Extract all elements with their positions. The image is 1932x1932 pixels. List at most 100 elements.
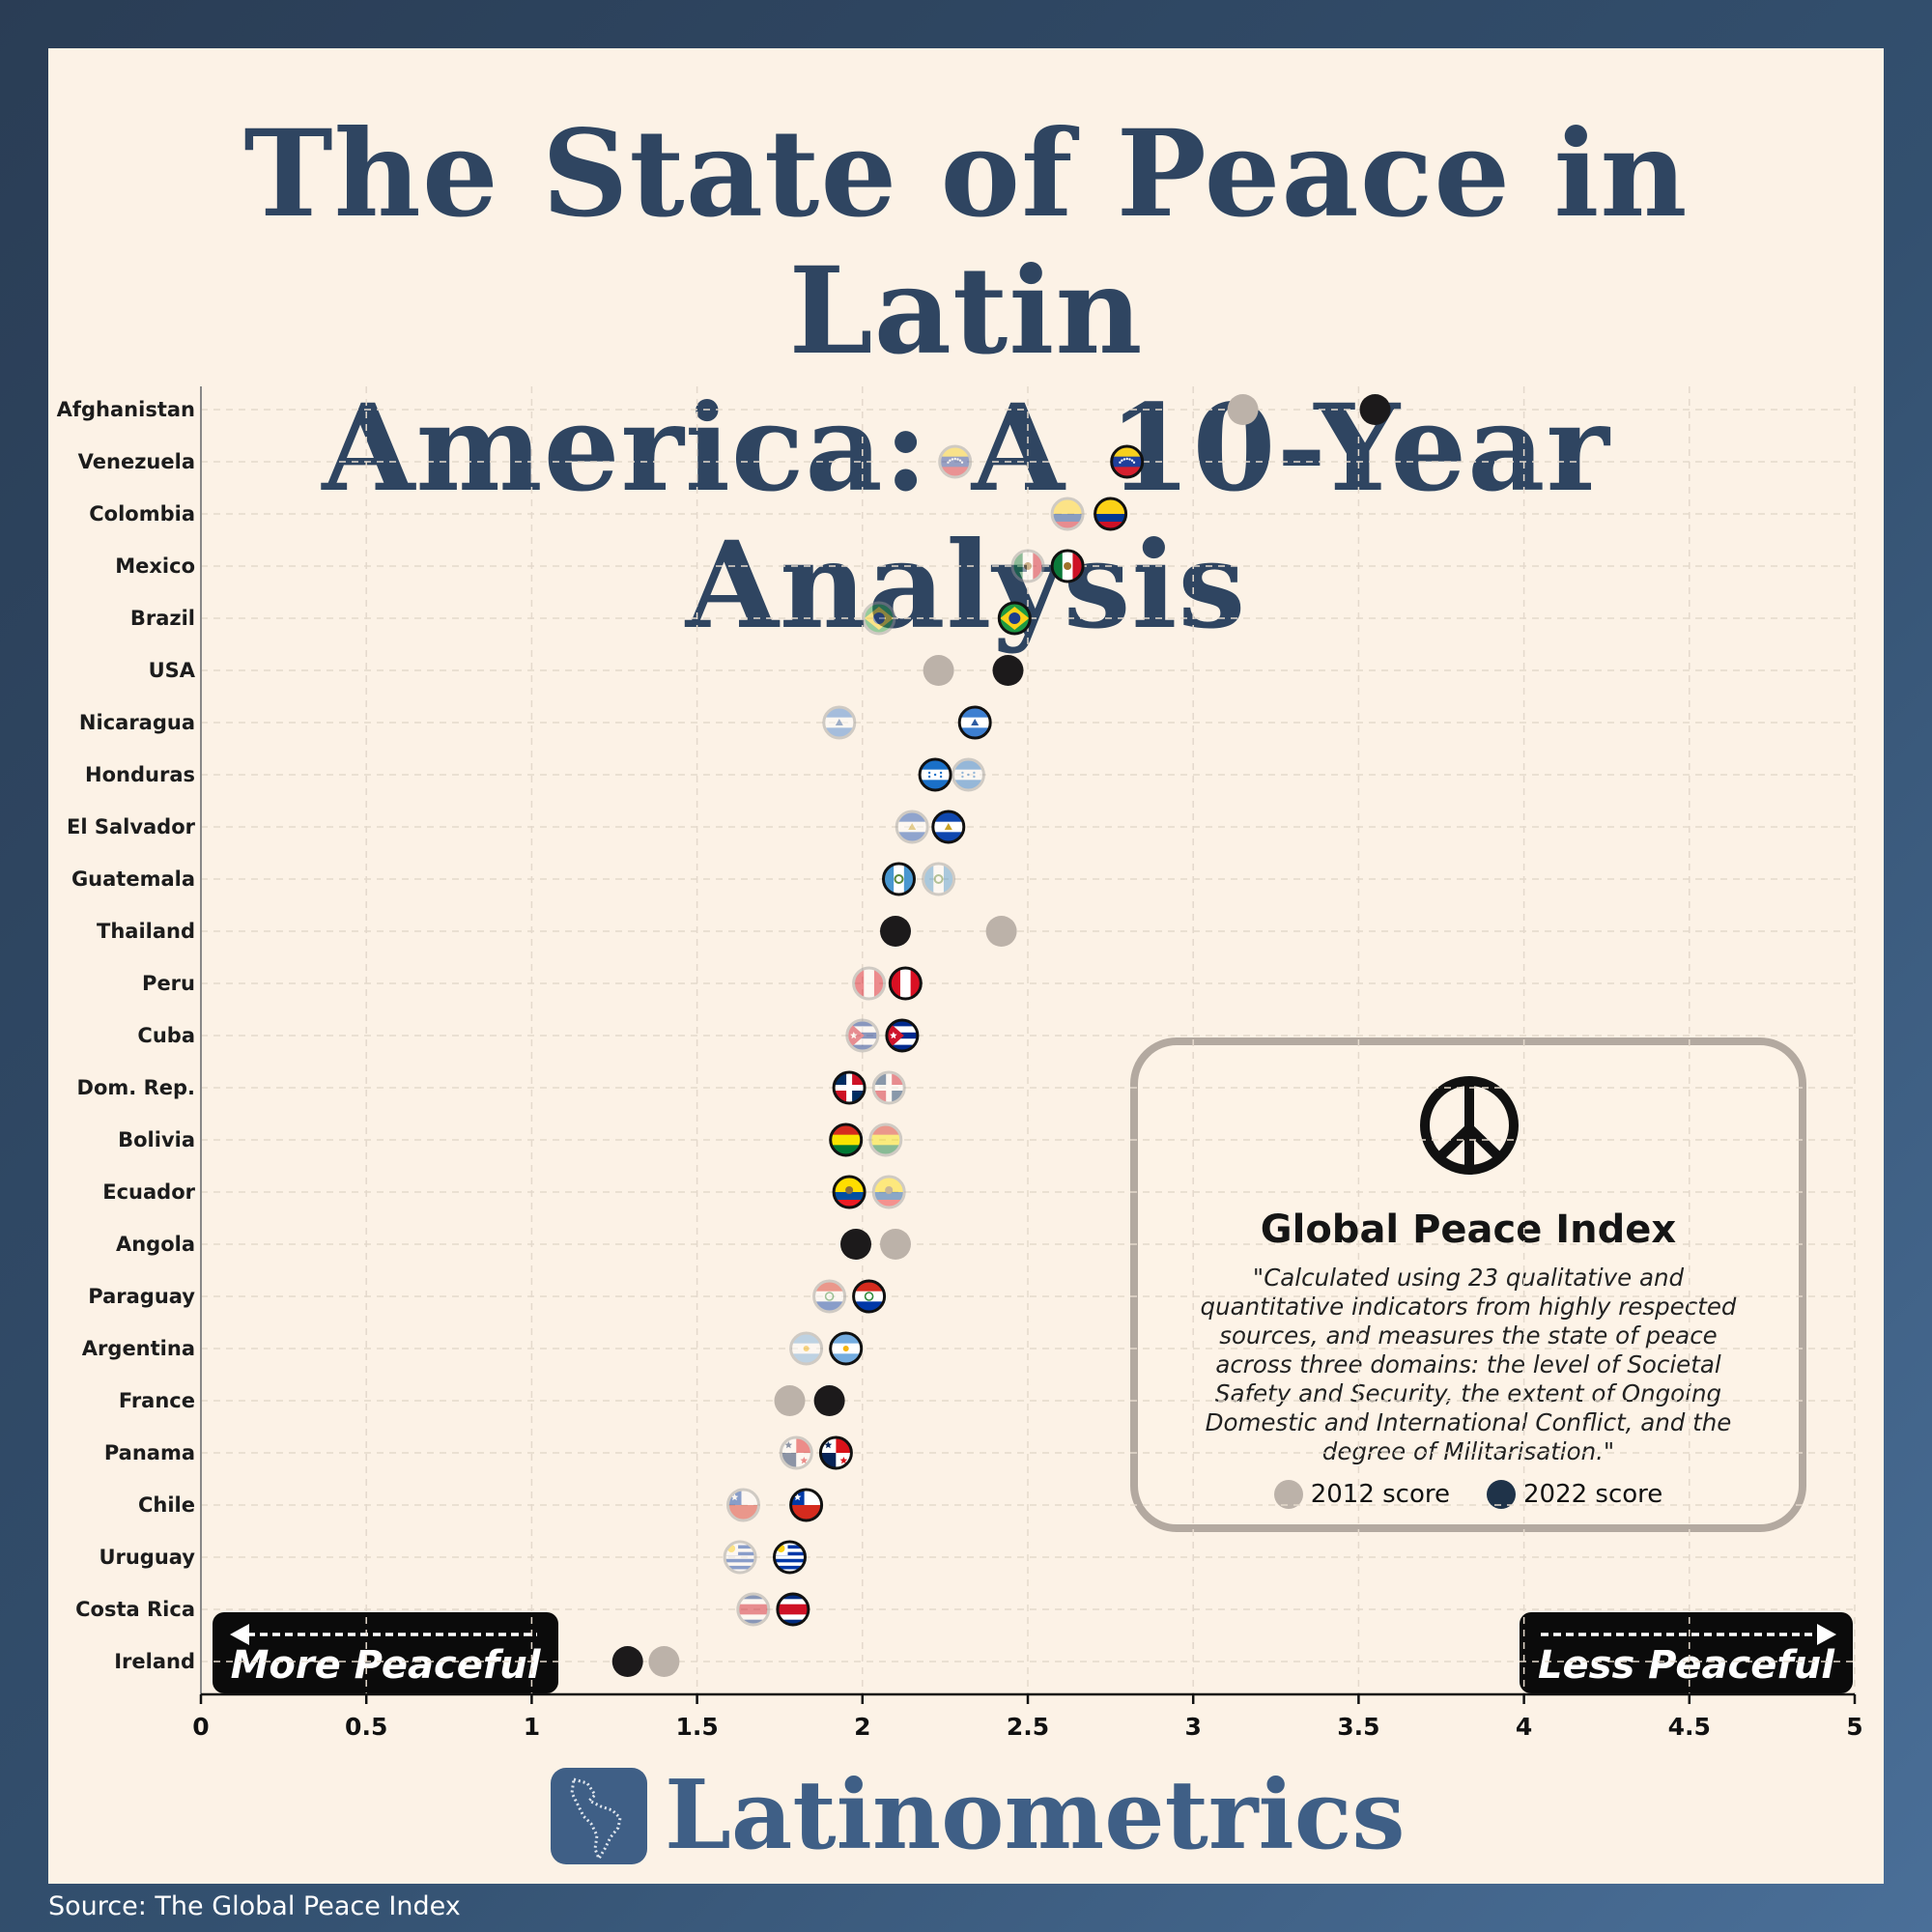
- point-2022-bolivia: [829, 1122, 864, 1157]
- country-label: USA: [149, 659, 196, 682]
- country-label: Colombia: [89, 502, 195, 526]
- point-2012-angola: [880, 1229, 911, 1260]
- legend-item-2022: 2022 score: [1487, 1480, 1662, 1509]
- country-label: Angola: [116, 1233, 195, 1256]
- brand-name: Latinometrics: [665, 1760, 1406, 1871]
- more-peaceful-label: More Peaceful: [230, 1643, 541, 1688]
- point-2012-dom-rep-: [871, 1070, 906, 1105]
- grid: [201, 386, 1856, 1694]
- less-peaceful-badge: Less Peaceful: [1520, 1612, 1853, 1693]
- point-2012-thailand: [985, 916, 1017, 947]
- point-2012-el-salvador: [895, 810, 929, 844]
- info-description: "Calculated using 23 qualitative and qua…: [1200, 1264, 1737, 1465]
- point-2012-mexico: [1010, 549, 1045, 583]
- country-label: Argentina: [82, 1337, 195, 1360]
- point-2022-ecuador: [832, 1175, 867, 1209]
- data-points: [611, 394, 1391, 1677]
- point-2012-ireland: [648, 1646, 680, 1677]
- x-tick-label: 2: [854, 1713, 870, 1741]
- point-2022-thailand: [880, 916, 911, 947]
- country-label: Peru: [142, 972, 195, 995]
- point-2012-cuba: [845, 1018, 880, 1053]
- point-2022-costa-rica: [776, 1592, 810, 1627]
- country-label: Costa Rica: [75, 1598, 195, 1621]
- point-2012-colombia: [1050, 497, 1085, 531]
- point-2012-peru: [852, 966, 887, 1001]
- x-tick-label: 4.5: [1668, 1713, 1711, 1741]
- source-note: Source: The Global Peace Index: [48, 1891, 461, 1921]
- point-2022-afghanistan: [1359, 394, 1391, 425]
- country-label: Nicaragua: [79, 711, 195, 734]
- title-line-2: America: A 10-Year Analysis: [322, 379, 1610, 656]
- point-2022-el-salvador: [931, 810, 966, 844]
- point-2022-angola: [840, 1229, 871, 1260]
- point-2012-afghanistan: [1227, 394, 1259, 425]
- point-2012-nicaragua: [822, 705, 857, 740]
- info-box: Global Peace Index "Calculated using 23 …: [1130, 1037, 1806, 1532]
- less-peaceful-label: Less Peaceful: [1538, 1643, 1834, 1688]
- country-label: Honduras: [85, 763, 195, 786]
- country-label: El Salvador: [67, 815, 196, 838]
- latin-america-map-icon: [551, 1768, 647, 1864]
- point-2022-guatemala: [882, 862, 916, 896]
- point-2012-usa: [923, 655, 954, 686]
- point-2012-argentina: [789, 1331, 824, 1366]
- point-2022-uruguay: [773, 1540, 807, 1575]
- legend-label-2012: 2012 score: [1310, 1480, 1450, 1509]
- x-tick-label: 5: [1846, 1713, 1862, 1741]
- point-2022-paraguay: [852, 1279, 887, 1314]
- country-label: Guatemala: [71, 867, 195, 891]
- point-2012-ecuador: [871, 1175, 906, 1209]
- point-2022-honduras: [918, 757, 952, 792]
- right-arrow-icon: [1541, 1624, 1836, 1645]
- country-label: Mexico: [115, 554, 195, 578]
- left-arrow-icon: [230, 1624, 537, 1645]
- point-2022-mexico: [1050, 549, 1085, 583]
- point-2022-peru: [888, 966, 923, 1001]
- point-2022-nicaragua: [957, 705, 992, 740]
- point-2022-colombia: [1094, 497, 1128, 531]
- x-tick-label: 4: [1516, 1713, 1532, 1741]
- point-2022-cuba: [885, 1018, 920, 1053]
- country-label: Venezuela: [78, 450, 195, 473]
- point-2012-uruguay: [723, 1540, 757, 1575]
- x-tick-label: 0.5: [345, 1713, 387, 1741]
- point-2022-argentina: [829, 1331, 864, 1366]
- point-2022-ireland: [611, 1646, 643, 1677]
- peace-icon: [1420, 1076, 1519, 1175]
- country-label: Thailand: [97, 920, 195, 943]
- point-2012-honduras: [951, 757, 985, 792]
- point-2022-panama: [818, 1435, 853, 1470]
- point-2012-france: [774, 1385, 806, 1416]
- point-2012-venezuela: [938, 444, 973, 479]
- x-tick-label: 1: [524, 1713, 540, 1741]
- point-2022-usa: [992, 655, 1024, 686]
- point-2012-guatemala: [922, 862, 956, 896]
- country-label: Afghanistan: [57, 398, 195, 421]
- point-2012-costa-rica: [736, 1592, 771, 1627]
- dot-chart: 0 0.5 1 1.5 2 2.5 3 3.5 4 4.5 5 Afghanistan Venezue…: [57, 386, 1863, 1741]
- x-tick-label: 3.5: [1337, 1713, 1379, 1741]
- point-2012-chile: [726, 1488, 760, 1522]
- brand: Latinometrics: [551, 1760, 1420, 1871]
- x-tick-label: 0: [192, 1713, 209, 1741]
- country-labels: Afghanistan Venezuela Colombia Mexico Brazil…: [57, 398, 196, 1673]
- country-label: Ecuador: [102, 1180, 195, 1204]
- info-title: Global Peace Index: [1260, 1208, 1677, 1252]
- country-label: Uruguay: [99, 1546, 195, 1569]
- legend-item-2012: 2012 score: [1273, 1480, 1450, 1509]
- legend-dot-2012: [1273, 1480, 1303, 1509]
- legend-label-2022: 2022 score: [1523, 1480, 1663, 1509]
- country-label: Brazil: [130, 607, 195, 630]
- country-label: Bolivia: [118, 1128, 195, 1151]
- point-2022-dom-rep-: [832, 1070, 867, 1105]
- more-peaceful-badge: More Peaceful: [213, 1612, 558, 1693]
- country-label: France: [119, 1389, 195, 1412]
- country-label: Chile: [138, 1493, 195, 1517]
- country-label: Paraguay: [88, 1285, 195, 1308]
- point-2012-brazil: [862, 601, 896, 636]
- panel: The State of Peace in Latin America: A 1…: [48, 48, 1884, 1884]
- x-axis: 0 0.5 1 1.5 2 2.5 3 3.5 4 4.5 5: [192, 386, 1863, 1741]
- legend-dot-2022: [1487, 1480, 1516, 1509]
- page-title: The State of Peace in Latin America: A 1…: [48, 106, 1884, 655]
